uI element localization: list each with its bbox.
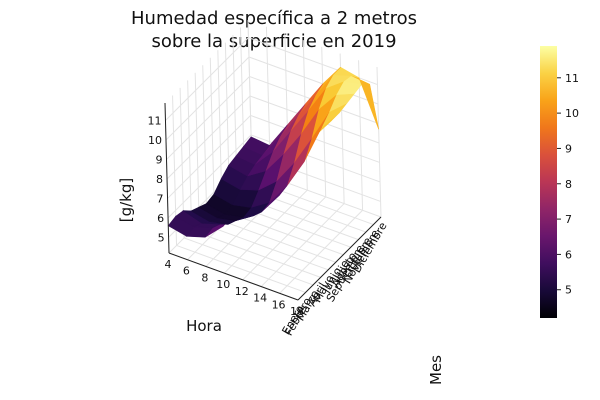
colorbar-tick-label: 6 bbox=[565, 248, 572, 261]
z-tick-label: 7 bbox=[157, 192, 164, 205]
x-tick-label: 4 bbox=[165, 258, 172, 271]
grid-side-month bbox=[187, 80, 193, 231]
grid-side-month bbox=[194, 72, 200, 223]
grid-back-value bbox=[248, 56, 379, 105]
grid-floor-hour bbox=[242, 196, 327, 281]
grid-side-value bbox=[167, 115, 251, 199]
grid-back-hour bbox=[376, 66, 382, 218]
chart-title-line-1: Humedad específica a 2 metros bbox=[131, 8, 417, 29]
grid-side-value bbox=[167, 134, 252, 219]
x-tick-label: 6 bbox=[183, 265, 190, 278]
z-tick-label: 10 bbox=[148, 134, 162, 147]
grid-side-month bbox=[202, 65, 208, 216]
colorbar-tick-label: 9 bbox=[565, 142, 572, 155]
grid-floor-hour bbox=[279, 209, 363, 294]
x-tick-label: 18 bbox=[290, 305, 304, 318]
z-tick-label: 6 bbox=[157, 212, 164, 225]
colorbar-tick-label: 10 bbox=[565, 107, 579, 120]
grid-side-value bbox=[165, 56, 250, 141]
colorbar-tick-label: 11 bbox=[565, 72, 579, 85]
colorbar bbox=[540, 46, 557, 318]
colorbar-tick-label: 8 bbox=[565, 178, 572, 191]
colorbar-ticks: 5 6 7 8 9 10 11 bbox=[557, 72, 579, 297]
z-axis-label: [g/kg] bbox=[117, 178, 135, 223]
chart-title-line-2: sobre la superficie en 2019 bbox=[151, 31, 396, 52]
x-tick-label: 10 bbox=[216, 278, 230, 291]
grid-floor-month bbox=[199, 222, 329, 271]
x-tick-label: 12 bbox=[235, 285, 249, 298]
grid-floor-hour bbox=[260, 203, 345, 287]
x-axis-line bbox=[168, 252, 299, 301]
x-tick-label: 8 bbox=[201, 271, 208, 284]
y-axis-line bbox=[297, 216, 382, 301]
grid-side-month bbox=[209, 57, 215, 208]
z-tick-label: 5 bbox=[158, 231, 165, 244]
z-tick-label: 8 bbox=[156, 173, 163, 186]
x-tick-label: 14 bbox=[253, 292, 267, 305]
grid-floor-hour bbox=[223, 189, 308, 274]
grid-side-value bbox=[165, 37, 249, 121]
z-tick-label: 11 bbox=[147, 115, 161, 128]
z-axis-line bbox=[164, 102, 170, 254]
grid-side-value bbox=[166, 76, 250, 160]
z-tick-label: 9 bbox=[156, 153, 163, 166]
y-axis-label: Mes bbox=[427, 355, 445, 385]
colorbar-tick-label: 5 bbox=[565, 284, 572, 297]
x-axis-label: Hora bbox=[186, 317, 222, 335]
grid-side-value bbox=[166, 95, 251, 180]
grid-floor-month bbox=[191, 229, 321, 278]
grid-floor-month bbox=[183, 237, 314, 286]
grid-side-month bbox=[217, 50, 223, 201]
surface-patch bbox=[243, 136, 271, 156]
surface-layer bbox=[167, 66, 379, 238]
colorbar-tick-label: 7 bbox=[565, 213, 572, 226]
grid-floor-month bbox=[176, 244, 306, 293]
x-tick-label: 16 bbox=[272, 298, 286, 311]
